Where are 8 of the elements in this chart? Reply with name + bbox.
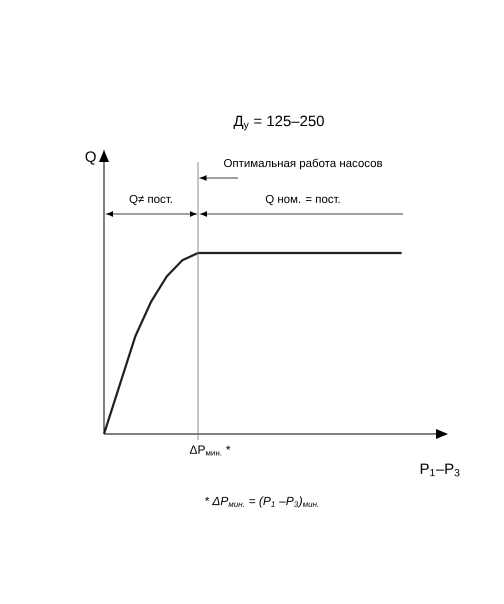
chart-title: Д$_{у}$ = 125–250	[234, 116, 324, 130]
text: Q	[86, 151, 96, 165]
text: Q≠ пост.	[130, 194, 172, 206]
text: Оптимальная работа насосов	[224, 158, 382, 170]
x-axis-title: P$_{1}$–P$_{3}$	[420, 464, 460, 476]
text: * ΔP$_{мин.}$ = (P$_{1}$ –P$_{3}$)$_{мин.}$	[205, 496, 318, 508]
text: ΔP$_{мин.}$ *	[190, 446, 230, 456]
text: Q ном. = пост.	[266, 194, 340, 206]
